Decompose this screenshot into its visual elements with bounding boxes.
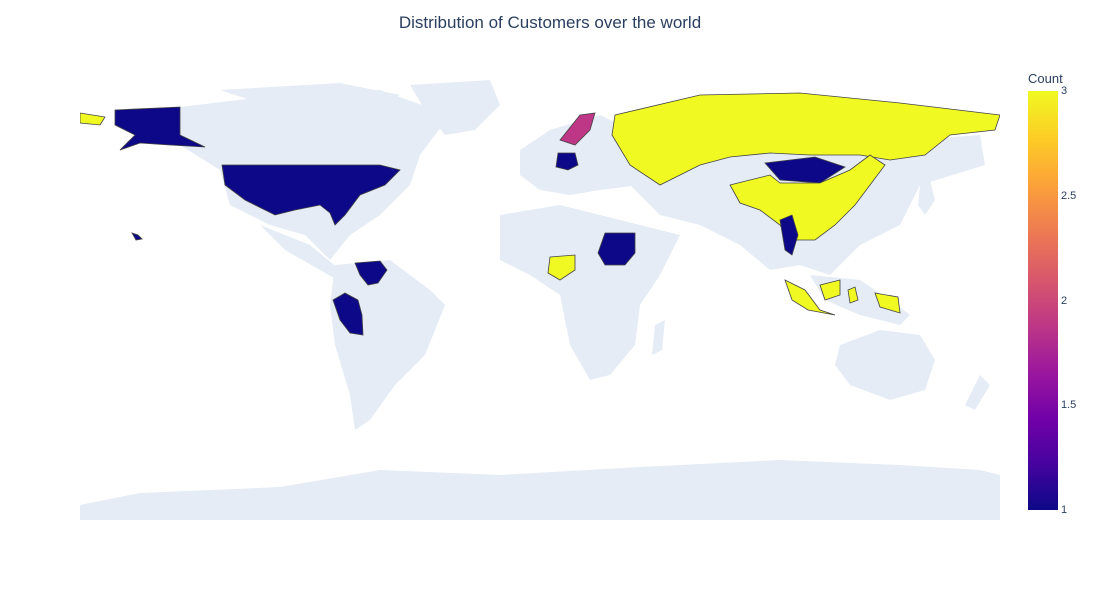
country-sweden[interactable] [559, 112, 596, 146]
country-myanmar[interactable] [779, 214, 799, 256]
land-arctic-islands [220, 83, 400, 110]
colorbar-gradient [1028, 91, 1058, 510]
land-greenland [410, 80, 500, 135]
land-south-america [330, 260, 445, 430]
land-australia [835, 330, 935, 400]
colorbar: Count 3 2.5 2 1.5 1 [1020, 70, 1100, 520]
country-mongolia[interactable] [764, 156, 846, 184]
colorbar-tick-1-5: 1.5 [1061, 399, 1077, 411]
country-nigeria[interactable] [547, 254, 576, 281]
country-alaska[interactable] [114, 106, 206, 151]
country-chukotka[interactable] [80, 112, 106, 126]
country-sudan[interactable] [597, 232, 636, 266]
land-europe [520, 115, 640, 195]
colorbar-tick-2-5: 2.5 [1061, 190, 1077, 202]
country-united-states[interactable] [221, 164, 401, 226]
colorbar-tick-1: 1 [1061, 504, 1068, 516]
country-hawaii[interactable] [131, 232, 143, 241]
land-antarctica [80, 460, 1000, 520]
world-map[interactable] [80, 75, 1000, 520]
country-germany[interactable] [555, 152, 579, 171]
colorbar-tick-2: 2 [1061, 295, 1068, 307]
country-venezuela[interactable] [354, 260, 388, 286]
land-new-zealand [965, 375, 990, 410]
country-china[interactable] [729, 154, 886, 241]
country-russia[interactable] [611, 92, 1000, 186]
country-layer [80, 92, 1000, 336]
chart-title: Distribution of Customers over the world [398, 13, 702, 32]
country-peru[interactable] [332, 292, 364, 336]
colorbar-tick-3: 3 [1061, 85, 1068, 97]
colorbar-title: Count [1028, 71, 1063, 86]
country-indonesia[interactable] [784, 279, 901, 316]
land-japan [918, 180, 935, 215]
land-madagascar [652, 320, 665, 355]
